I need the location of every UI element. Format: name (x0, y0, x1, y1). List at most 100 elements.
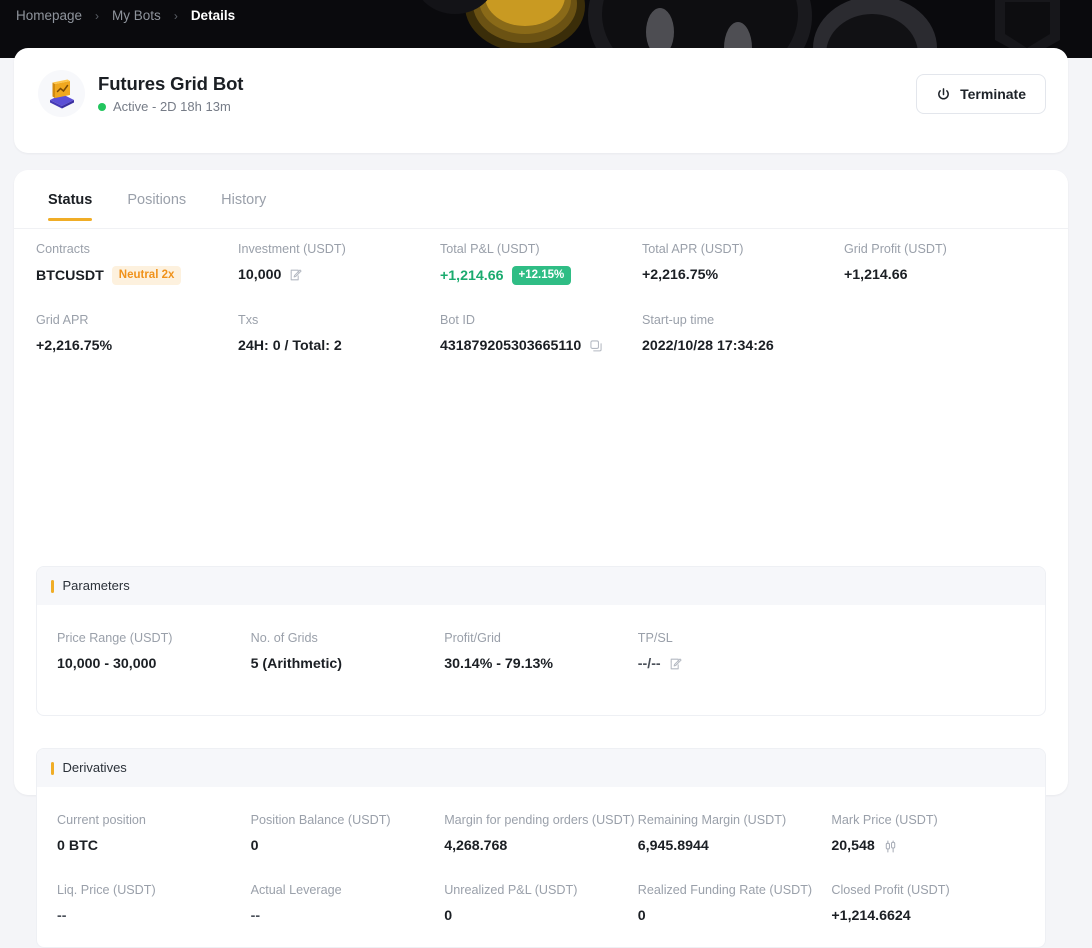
stat-value: 10,000 - 30,000 (57, 656, 157, 672)
avatar (38, 70, 85, 117)
terminate-button[interactable]: Terminate (916, 74, 1046, 114)
stat-label: Grid Profit (USDT) (844, 242, 947, 256)
tab-status-label: Status (48, 192, 93, 208)
terminate-button-label: Terminate (960, 86, 1026, 102)
param-profit-per-grid: Profit/Grid 30.14% - 79.13% (444, 631, 638, 673)
breadcrumb-separator-2: › (173, 9, 178, 23)
edit-icon[interactable] (289, 268, 303, 282)
stat-label: Actual Leverage (250, 883, 342, 897)
stat-label: Profit/Grid (444, 631, 501, 645)
derivatives-panel-header: Derivatives (37, 749, 1045, 787)
stat-label: Grid APR (36, 313, 89, 327)
stat-label: Bot ID (440, 313, 475, 327)
grid-bot-icon (49, 79, 74, 108)
stat-value: 6,945.8944 (637, 838, 709, 854)
deriv-realized-funding-rate: Realized Funding Rate (USDT) 0 (638, 883, 832, 925)
power-icon (936, 87, 951, 102)
tab-positions-label: Positions (127, 192, 187, 208)
stat-value: 4,268.768 (444, 838, 508, 854)
stat-label: Position Balance (USDT) (250, 813, 391, 827)
deriv-actual-leverage: Actual Leverage -- (251, 883, 445, 925)
bot-status: Active - 2D 18h 13m (98, 99, 243, 115)
stat-contracts: Contracts BTCUSDT Neutral 2x (36, 242, 238, 285)
page-title: Futures Grid Bot (98, 72, 244, 94)
stat-txs: Txs 24H: 0 / Total: 2 (238, 313, 440, 355)
param-price-range: Price Range (USDT) 10,000 - 30,000 (57, 631, 251, 673)
stat-label: Mark Price (USDT) (831, 813, 938, 827)
stat-label: Current position (57, 813, 146, 827)
stat-value: 10,000 (238, 267, 282, 283)
stat-value-row: 431879205303665110 (440, 337, 632, 355)
stat-grid-profit: Grid Profit (USDT) +1,214.66 (844, 242, 1046, 285)
stat-value: --/-- (637, 656, 661, 672)
status-stat-grid: Contracts BTCUSDT Neutral 2x Investment … (36, 242, 1046, 355)
stat-value: 0 (444, 908, 453, 924)
stat-value-row: 10,000 (238, 266, 430, 284)
tab-history[interactable]: History (207, 186, 280, 221)
stat-value-row: --/-- (638, 655, 822, 673)
edit-icon[interactable] (669, 657, 683, 671)
deriv-liq-price: Liq. Price (USDT) -- (57, 883, 251, 925)
page-banner: Homepage › My Bots › Details (0, 0, 1092, 58)
stat-value: +2,216.75% (36, 338, 113, 354)
pnl-percent-badge: +12.15% (511, 266, 572, 285)
parameters-panel-body: Price Range (USDT) 10,000 - 30,000 No. o… (37, 605, 1045, 699)
deriv-margin-pending-orders: Margin for pending orders (USDT) 4,268.7… (444, 813, 638, 855)
bot-identity: Futures Grid Bot Active - 2D 18h 13m (38, 70, 243, 117)
derivatives-grid: Current position 0 BTC Position Balance … (57, 813, 1025, 925)
stat-label: Liq. Price (USDT) (57, 883, 156, 897)
parameters-grid: Price Range (USDT) 10,000 - 30,000 No. o… (57, 631, 1025, 673)
stat-label: Unrealized P&L (USDT) (444, 883, 578, 897)
stat-value: 431879205303665110 (440, 338, 582, 354)
stat-label: Total P&L (USDT) (440, 242, 540, 256)
breadcrumb-item-homepage[interactable]: Homepage (16, 8, 83, 23)
stat-value: -- (57, 908, 67, 924)
stat-value-row: 20,548 (831, 837, 1015, 855)
stat-value: 0 (250, 838, 259, 854)
status-badge: Active - 2D 18h 13m (113, 98, 231, 114)
stat-value-row: BTCUSDT Neutral 2x (36, 266, 228, 285)
breadcrumb-item-my-bots[interactable]: My Bots (112, 8, 161, 23)
accent-bar-icon (51, 761, 54, 775)
tab-bar: Status Positions History (14, 186, 1068, 229)
stat-value: +1,214.66 (440, 267, 504, 284)
stat-total-apr: Total APR (USDT) +2,216.75% (642, 242, 844, 285)
stat-value: 5 (Arithmetic) (250, 656, 343, 672)
deriv-current-position: Current position 0 BTC (57, 813, 251, 855)
tab-positions[interactable]: Positions (113, 186, 200, 221)
param-spacer (831, 631, 1025, 673)
stat-value: +1,214.66 (844, 267, 908, 283)
derivatives-panel-title: Derivatives (62, 760, 127, 775)
stat-label: Contracts (36, 242, 90, 256)
stat-value: BTCUSDT (36, 267, 104, 284)
breadcrumb-item-details: Details (190, 8, 236, 23)
parameters-panel: Parameters Price Range (USDT) 10,000 - 3… (36, 566, 1046, 716)
stat-value: 0 (637, 908, 646, 924)
stat-label: Realized Funding Rate (USDT) (637, 883, 813, 897)
bot-detail-card: Status Positions History Contracts BTCUS… (14, 170, 1068, 948)
stat-start-up-time: Start-up time 2022/10/28 17:34:26 (642, 313, 844, 355)
stat-value: 2022/10/28 17:34:26 (642, 338, 774, 354)
stat-value: 30.14% - 79.13% (444, 656, 554, 672)
stat-label: Margin for pending orders (USDT) (444, 813, 635, 827)
deriv-mark-price: Mark Price (USDT) 20,548 (831, 813, 1025, 855)
stat-label: TP/SL (637, 631, 673, 645)
stat-grid-apr: Grid APR +2,216.75% (36, 313, 238, 355)
stat-investment: Investment (USDT) 10,000 (238, 242, 440, 285)
stat-value: +2,216.75% (642, 267, 719, 283)
stat-value: 20,548 (831, 838, 875, 854)
candlestick-icon[interactable] (883, 839, 898, 854)
deriv-remaining-margin: Remaining Margin (USDT) 6,945.8944 (638, 813, 832, 855)
deriv-unrealized-pnl: Unrealized P&L (USDT) 0 (444, 883, 638, 925)
stat-value: +1,214.6624 (831, 908, 911, 924)
contract-mode-badge: Neutral 2x (111, 266, 182, 285)
status-indicator-dot (98, 102, 106, 111)
stat-label: Closed Profit (USDT) (831, 883, 950, 897)
stat-label: Total APR (USDT) (642, 242, 744, 256)
tab-status[interactable]: Status (34, 186, 106, 221)
derivatives-panel-body: Current position 0 BTC Position Balance … (37, 787, 1045, 947)
param-tp-sl: TP/SL --/-- (638, 631, 832, 673)
breadcrumb: Homepage › My Bots › Details (0, 0, 235, 58)
param-no-of-grids: No. of Grids 5 (Arithmetic) (251, 631, 445, 673)
copy-icon[interactable] (589, 339, 603, 353)
